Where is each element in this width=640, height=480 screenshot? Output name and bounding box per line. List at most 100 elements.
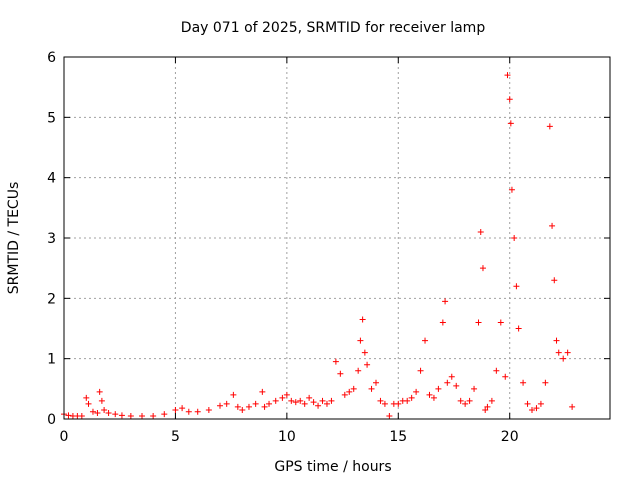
x-axis-label: GPS time / hours [274, 459, 391, 475]
data-point [292, 399, 299, 406]
data-point [315, 402, 322, 409]
data-point [417, 367, 424, 374]
data-point [553, 337, 560, 344]
data-point [78, 412, 85, 419]
data-point [493, 367, 500, 374]
data-point [245, 403, 252, 410]
data-point [475, 319, 482, 326]
data-point [359, 316, 366, 323]
data-point [283, 391, 290, 398]
data-point [96, 388, 103, 395]
data-point [507, 120, 514, 127]
data-point [551, 277, 558, 284]
data-point [373, 379, 379, 386]
data-point [569, 403, 576, 410]
data-point [453, 382, 460, 389]
data-point [435, 385, 442, 392]
data-point [112, 411, 119, 418]
data-point [549, 222, 556, 229]
data-points [61, 72, 576, 419]
data-point [94, 409, 101, 416]
data-point [89, 408, 96, 415]
y-tick-label: 3 [47, 231, 56, 247]
data-point [484, 403, 491, 410]
data-point [497, 319, 504, 326]
data-point [179, 405, 186, 412]
y-tick-label: 4 [47, 171, 56, 187]
data-point [118, 412, 125, 419]
data-point [457, 397, 464, 404]
data-point [350, 385, 357, 392]
data-point [252, 400, 259, 407]
data-point [194, 408, 201, 415]
data-point [564, 349, 571, 356]
data-point [127, 412, 134, 419]
data-point [328, 397, 335, 404]
data-point [161, 411, 168, 418]
data-point [511, 235, 518, 241]
x-tick-label: 5 [171, 429, 180, 445]
plot-frame [63, 56, 611, 420]
data-point [85, 400, 92, 407]
data-point [205, 406, 212, 413]
data-point [560, 355, 567, 362]
data-point [542, 379, 549, 386]
data-point [506, 96, 513, 103]
data-point [477, 228, 484, 235]
data-point [230, 391, 237, 398]
data-point [297, 397, 304, 404]
data-point [471, 385, 478, 392]
data-point [185, 408, 192, 415]
data-point [533, 405, 540, 412]
data-point [150, 412, 157, 419]
data-point [520, 379, 527, 386]
data-point [555, 349, 562, 356]
data-point [98, 397, 105, 404]
grid [64, 57, 610, 419]
data-point [139, 412, 145, 419]
y-axis-label: SRMTID / TECUs [6, 182, 22, 295]
data-point [101, 406, 108, 413]
data-point [546, 123, 553, 130]
data-point [323, 400, 330, 407]
data-point [466, 397, 473, 404]
data-point [65, 412, 72, 419]
data-point [288, 397, 295, 404]
y-tick-label: 1 [47, 352, 56, 368]
data-point [272, 397, 279, 404]
data-point [479, 265, 486, 272]
y-tick-label: 5 [47, 110, 56, 126]
x-tick-label: 15 [389, 429, 407, 445]
data-point [448, 373, 455, 380]
y-tick-label: 6 [47, 50, 56, 66]
data-point [377, 397, 384, 404]
data-point [482, 406, 489, 413]
data-point [515, 325, 522, 332]
data-point [430, 394, 437, 401]
data-point [261, 403, 268, 410]
data-point [426, 391, 433, 398]
data-point [332, 358, 339, 365]
data-point [504, 72, 511, 79]
data-point [341, 391, 348, 398]
data-point [105, 409, 112, 416]
data-point [508, 186, 515, 193]
data-point [306, 394, 313, 401]
data-point [368, 385, 375, 392]
data-point [355, 367, 362, 374]
data-point [223, 400, 230, 407]
data-point [444, 379, 451, 386]
data-point [310, 399, 317, 406]
data-point [529, 406, 535, 413]
data-point [346, 388, 353, 395]
chart-title: Day 071 of 2025, SRMTID for receiver lam… [181, 20, 486, 36]
data-point [537, 400, 544, 407]
data-point [279, 394, 286, 401]
data-point [386, 412, 393, 419]
data-point [422, 337, 429, 344]
y-tick-label: 0 [47, 412, 56, 428]
data-point [239, 406, 246, 413]
data-point [462, 400, 469, 407]
y-tick-label: 2 [47, 291, 56, 307]
